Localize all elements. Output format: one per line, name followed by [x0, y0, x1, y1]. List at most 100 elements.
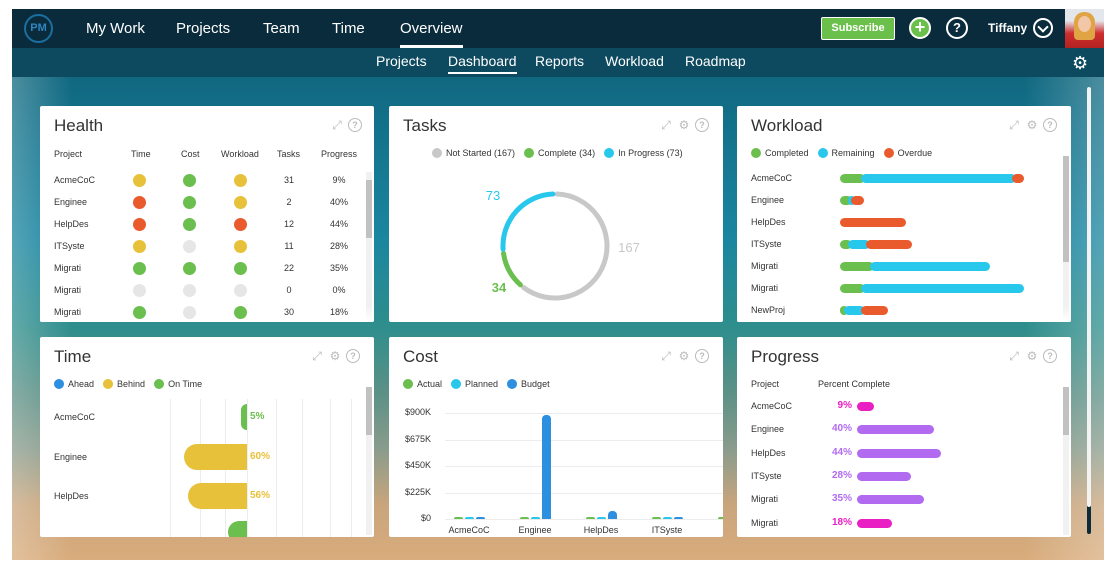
- gear-icon[interactable]: ⚙: [678, 118, 690, 132]
- project-name: Enginee: [751, 195, 785, 205]
- legend-on-time[interactable]: On Time: [154, 379, 202, 389]
- grid-line: [445, 492, 723, 494]
- help-icon[interactable]: ?: [1043, 349, 1057, 363]
- help-icon[interactable]: ?: [346, 349, 360, 363]
- tab-dashboard[interactable]: Dashboard: [448, 48, 517, 77]
- expand-icon[interactable]: ⤢: [332, 118, 342, 132]
- legend-in-progress[interactable]: In Progress (73): [604, 148, 683, 158]
- project-name: Migrati: [751, 261, 779, 271]
- gear-icon[interactable]: ⚙: [1026, 118, 1038, 132]
- help-icon[interactable]: ?: [695, 349, 709, 363]
- time-status-dot: [133, 240, 146, 253]
- progress-bar: [857, 471, 911, 481]
- progress-bar: [857, 425, 934, 435]
- expand-icon[interactable]: ⤢: [1009, 118, 1019, 132]
- user-name[interactable]: Tiffany: [988, 21, 1028, 35]
- progress-value: 28%: [329, 241, 348, 251]
- workload-status-dot: [234, 174, 247, 187]
- time-value-label: 56%: [250, 490, 271, 501]
- gear-icon[interactable]: ⚙: [1072, 53, 1089, 73]
- gear-icon[interactable]: ⚙: [678, 349, 690, 363]
- x-tick-label: AcmeCoC: [448, 525, 490, 535]
- subscribe-button[interactable]: Subscribe: [821, 17, 895, 40]
- expand-icon[interactable]: ⤢: [661, 118, 671, 132]
- tab-workload[interactable]: Workload: [605, 53, 664, 69]
- app-logo[interactable]: PM: [24, 14, 53, 43]
- cost-bar-planned: [465, 517, 474, 519]
- page-scrollbar[interactable]: [1087, 87, 1091, 534]
- workload-scrollbar[interactable]: [1063, 156, 1069, 320]
- gear-icon[interactable]: ⚙: [1026, 349, 1038, 363]
- workload-bar-remaining: [848, 240, 870, 249]
- workload-status-dot: [234, 240, 247, 253]
- project-name: HelpDes: [751, 447, 786, 458]
- help-icon[interactable]: ?: [348, 118, 362, 132]
- legend-overdue[interactable]: Overdue: [883, 148, 932, 158]
- cost-legend: Actual Planned Budget: [403, 379, 559, 389]
- tab-roadmap[interactable]: Roadmap: [685, 53, 746, 69]
- project-name: Enginee: [54, 452, 88, 462]
- percent-label: 28%: [831, 469, 852, 481]
- help-icon[interactable]: ?: [1043, 118, 1057, 132]
- project-name: AcmeCoC: [751, 401, 793, 411]
- add-icon[interactable]: +: [909, 17, 931, 39]
- project-name: ITSyste: [751, 470, 782, 481]
- col-workload: Workload: [221, 149, 259, 159]
- workload-bar-remaining: [860, 284, 1024, 293]
- cost-bar-actual: [520, 517, 529, 519]
- nav-time[interactable]: Time: [332, 20, 365, 37]
- app-window: PM My Work Projects Team Time Overview S…: [12, 9, 1104, 560]
- y-tick-label: $225K: [404, 486, 431, 497]
- nav-overview[interactable]: Overview: [400, 9, 463, 48]
- help-icon[interactable]: ?: [695, 118, 709, 132]
- nav-projects[interactable]: Projects: [176, 20, 231, 37]
- card-title: Workload: [751, 116, 823, 135]
- legend-actual[interactable]: Actual: [403, 379, 442, 389]
- workload-card: Workload ⤢ ⚙ ? Completed Remaining Overdue…: [737, 106, 1071, 322]
- chevron-down-icon[interactable]: [1033, 18, 1053, 38]
- workload-status-dot: [234, 262, 247, 275]
- expand-icon[interactable]: ⤢: [1009, 349, 1019, 363]
- cost-bar-actual: [586, 517, 595, 519]
- avatar[interactable]: [1065, 9, 1104, 48]
- tab-reports[interactable]: Reports: [535, 53, 585, 69]
- in-progress-label: 73: [486, 188, 500, 203]
- legend-behind[interactable]: Behind: [103, 379, 145, 389]
- workload-bar-completed: [840, 262, 874, 271]
- card-title: Time: [54, 347, 92, 366]
- legend-not-started[interactable]: Not Started (167): [432, 148, 515, 158]
- legend-remaining[interactable]: Remaining: [817, 148, 875, 158]
- nav-team[interactable]: Team: [263, 20, 300, 37]
- legend-complete[interactable]: Complete (34): [524, 148, 595, 158]
- card-title: Tasks: [403, 116, 447, 135]
- grid-line: [445, 413, 723, 414]
- fade-overlay: [40, 306, 374, 322]
- time-legend: Ahead Behind On Time: [54, 379, 211, 389]
- legend-budget[interactable]: Budget: [507, 379, 550, 389]
- legend-ahead[interactable]: Ahead: [54, 379, 94, 389]
- nav-my-work[interactable]: My Work: [86, 20, 145, 37]
- expand-icon[interactable]: ⤢: [312, 349, 322, 363]
- grid-line: [276, 399, 277, 537]
- workload-bar-overdue: [1011, 174, 1024, 183]
- help-icon[interactable]: ?: [946, 17, 968, 39]
- percent-label: 44%: [831, 446, 852, 458]
- legend-completed[interactable]: Completed: [751, 148, 809, 158]
- tab-projects[interactable]: Projects: [376, 53, 427, 69]
- grid-line: [351, 399, 352, 537]
- expand-icon[interactable]: ⤢: [661, 349, 671, 363]
- cost-status-dot: [183, 174, 196, 187]
- health-scrollbar[interactable]: [366, 172, 372, 320]
- workload-bar-remaining: [860, 174, 1016, 183]
- time-status-dot: [133, 284, 146, 297]
- workload-bar-overdue: [865, 240, 913, 249]
- legend-planned[interactable]: Planned: [451, 379, 498, 389]
- gear-icon[interactable]: ⚙: [329, 349, 341, 363]
- sub-navbar: Projects Dashboard Reports Workload Road…: [12, 48, 1104, 77]
- time-scrollbar[interactable]: [366, 387, 372, 535]
- progress-scrollbar[interactable]: [1063, 387, 1069, 535]
- grid-line: [445, 519, 723, 520]
- progress-bar: [857, 448, 942, 458]
- project-name: HelpDes: [751, 217, 786, 227]
- cost-status-dot: [183, 284, 196, 297]
